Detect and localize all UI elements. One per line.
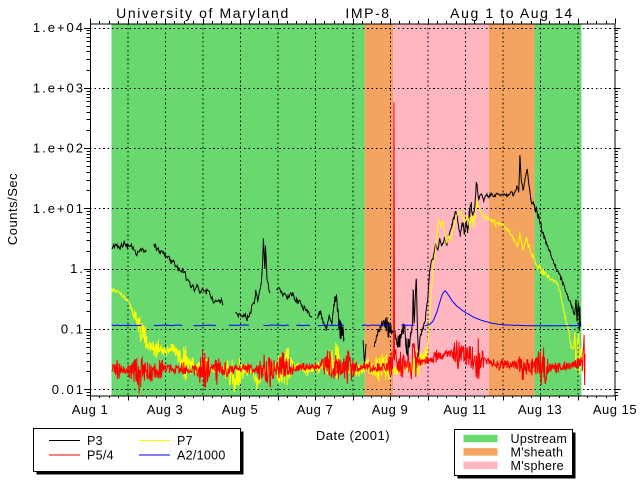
title-date-range: Aug 1 to Aug 14 bbox=[450, 5, 574, 21]
x-tick-label: Aug 9 bbox=[372, 402, 408, 417]
y-tick-label: 1.e+01 bbox=[33, 201, 85, 216]
y-axis-title: Counts/Sec bbox=[5, 173, 20, 245]
legend-region-swatch bbox=[464, 462, 498, 470]
legend-region-swatch bbox=[464, 435, 498, 443]
series-run bbox=[194, 325, 217, 326]
y-tick-label: 1. bbox=[70, 261, 85, 276]
x-tick-label: Aug 1 bbox=[72, 402, 108, 417]
x-tick-label: Aug 3 bbox=[147, 402, 183, 417]
x-tick-label: Aug 11 bbox=[443, 402, 486, 417]
legend-region-swatch bbox=[464, 448, 498, 456]
y-tick-label: 0.01 bbox=[52, 382, 85, 397]
series-run bbox=[154, 325, 183, 326]
y-tick-label: 1.e+03 bbox=[33, 80, 85, 95]
legend-series-label-a2-1000: A2/1000 bbox=[177, 449, 226, 463]
y-tick-label: 1.e+02 bbox=[33, 141, 85, 156]
legend-region-label-m-sheath: M'sheath bbox=[511, 445, 564, 459]
series-run bbox=[318, 325, 344, 326]
x-tick-label: Aug 15 bbox=[593, 402, 637, 417]
title-spacecraft: IMP-8 bbox=[345, 5, 390, 21]
series-run bbox=[296, 325, 310, 326]
region-band-upstream bbox=[111, 24, 364, 396]
region-bands bbox=[111, 24, 581, 396]
region-band-m-sheath bbox=[489, 24, 535, 396]
region-band-m-sheath bbox=[365, 24, 394, 396]
y-tick-label: 1.e+04 bbox=[33, 20, 85, 35]
title-institution: University of Maryland bbox=[116, 5, 290, 21]
legend-region-label-upstream: Upstream bbox=[511, 432, 568, 446]
x-tick-label: Aug 7 bbox=[297, 402, 333, 417]
legend-series-label-p3: P3 bbox=[87, 434, 103, 448]
x-tick-label: Aug 5 bbox=[222, 402, 258, 417]
x-axis-title: Date (2001) bbox=[316, 428, 390, 443]
x-tick-label: Aug 13 bbox=[518, 402, 562, 417]
legend-series-label-p5-4: P5/4 bbox=[87, 449, 114, 463]
y-tick-label: 0.1 bbox=[61, 322, 85, 337]
legend-region-label-m-sphere: M'sphere bbox=[511, 459, 564, 473]
legend-series-label-p7: P7 bbox=[177, 434, 193, 448]
series-run bbox=[263, 325, 289, 326]
